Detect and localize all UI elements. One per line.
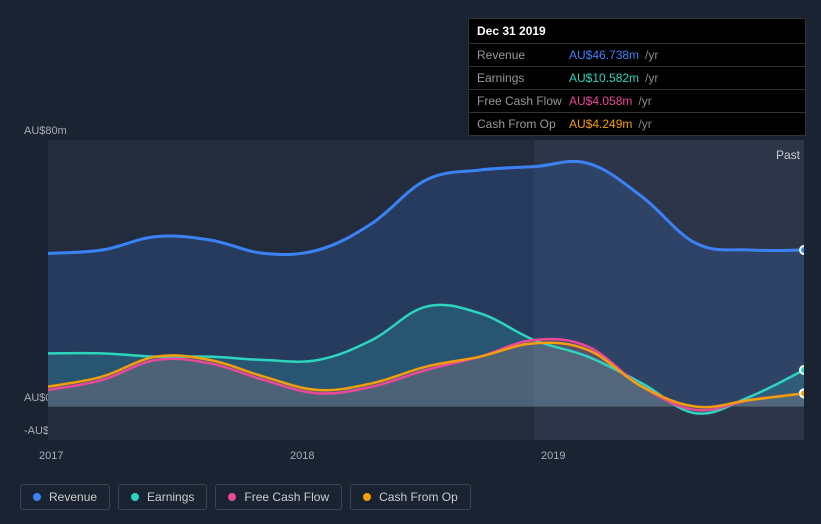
legend-swatch-icon xyxy=(33,493,41,501)
x-axis-tick: 2017 xyxy=(39,450,63,462)
tooltip-row: Cash From OpAU$4.249m/yr xyxy=(469,113,805,135)
tooltip-row: EarningsAU$10.582m/yr xyxy=(469,67,805,90)
legend-label: Cash From Op xyxy=(379,490,458,504)
tooltip-row-value: AU$46.738m xyxy=(569,48,639,62)
x-axis-tick: 2018 xyxy=(290,450,314,462)
legend-label: Free Cash Flow xyxy=(244,490,329,504)
legend-item[interactable]: Free Cash Flow xyxy=(215,484,342,510)
legend-item[interactable]: Revenue xyxy=(20,484,110,510)
tooltip-row-unit: /yr xyxy=(645,71,658,85)
legend-item[interactable]: Earnings xyxy=(118,484,207,510)
chart-tooltip: Dec 31 2019 RevenueAU$46.738m/yrEarnings… xyxy=(468,18,806,136)
x-axis-tick: 2019 xyxy=(541,450,565,462)
chart-plot: Past xyxy=(48,140,804,440)
tooltip-date: Dec 31 2019 xyxy=(469,19,805,44)
tooltip-row-value: AU$4.249m xyxy=(569,117,632,131)
tooltip-row-unit: /yr xyxy=(638,117,651,131)
tooltip-row: RevenueAU$46.738m/yr xyxy=(469,44,805,67)
tooltip-row-value: AU$10.582m xyxy=(569,71,639,85)
y-axis-tick: AU$80m xyxy=(24,125,67,137)
legend-label: Revenue xyxy=(49,490,97,504)
legend-item[interactable]: Cash From Op xyxy=(350,484,471,510)
tooltip-row-label: Earnings xyxy=(477,71,569,85)
past-label: Past xyxy=(776,148,800,162)
tooltip-row-value: AU$4.058m xyxy=(569,94,632,108)
legend-swatch-icon xyxy=(131,493,139,501)
legend-swatch-icon xyxy=(228,493,236,501)
tooltip-row: Free Cash FlowAU$4.058m/yr xyxy=(469,90,805,113)
tooltip-row-unit: /yr xyxy=(638,94,651,108)
tooltip-row-unit: /yr xyxy=(645,48,658,62)
chart-legend: Revenue Earnings Free Cash Flow Cash From O… xyxy=(20,484,471,510)
tooltip-row-label: Revenue xyxy=(477,48,569,62)
tooltip-row-label: Free Cash Flow xyxy=(477,94,569,108)
legend-label: Earnings xyxy=(147,490,194,504)
tooltip-row-label: Cash From Op xyxy=(477,117,569,131)
legend-swatch-icon xyxy=(363,493,371,501)
